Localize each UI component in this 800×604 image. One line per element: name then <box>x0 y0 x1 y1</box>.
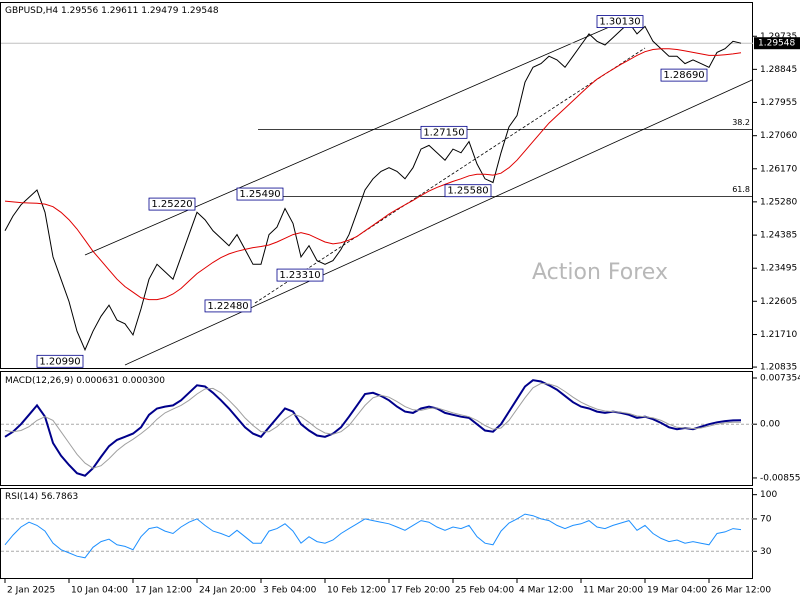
y-tick-label: 1.29735 <box>760 32 797 42</box>
y-tick-label: 100 <box>760 490 777 500</box>
price-label: 1.23310 <box>279 270 320 281</box>
y-tick-label: 1.28845 <box>760 65 797 75</box>
rsi-title: RSI(14) <box>5 492 38 502</box>
x-tick-label: 17 Jan 12:00 <box>135 586 192 596</box>
price-panel <box>0 2 753 369</box>
y-tick-label: 30 <box>760 547 772 557</box>
channel-upper <box>84 17 631 256</box>
rsi-value: 56.7863 <box>41 492 78 502</box>
price-label-box <box>276 268 324 282</box>
series-line <box>4 513 742 559</box>
y-tick-label: 0.00 <box>760 420 780 430</box>
macd-title: MACD(12,26,9) <box>5 376 73 386</box>
rsi-header: RSI(14) 56.7863 <box>5 492 78 502</box>
price-header: GBPUSD,H4 1.29556 1.29611 1.29479 1.2954… <box>5 6 219 16</box>
price-label: 1.20990 <box>39 356 80 367</box>
channel-mid <box>254 47 646 304</box>
symbol: GBPUSD,H4 <box>5 6 58 16</box>
price-label: 1.28690 <box>663 70 704 81</box>
x-tick-label: 25 Feb 04:00 <box>455 586 514 596</box>
y-tick-label: 1.26170 <box>760 164 797 174</box>
watermark: Action Forex <box>532 260 668 285</box>
plot-layer: 1.29735 1.28845 1.27955 1.27060 1.26170 1.252… <box>1 15 800 596</box>
x-tick-label: 17 Feb 20:00 <box>391 586 450 596</box>
y-tick-label: 1.20835 <box>760 363 797 373</box>
low: 1.29479 <box>141 6 178 16</box>
price-label: 1.25220 <box>151 199 192 210</box>
last-price-box <box>754 37 800 50</box>
price-label-box <box>36 354 84 368</box>
y-tick-label: 1.27060 <box>760 131 797 141</box>
price-label-box <box>596 15 644 28</box>
price-label: 1.30130 <box>599 17 640 28</box>
price-label-box <box>444 184 492 198</box>
y-tick-label: 1.21710 <box>760 330 797 340</box>
channel-lower <box>124 79 753 366</box>
price-label-box <box>148 197 196 211</box>
y-tick-label: 1.23495 <box>760 264 797 274</box>
macd-panel <box>0 371 753 486</box>
high: 1.29611 <box>101 6 138 16</box>
y-tick-label: 1.22605 <box>760 297 797 307</box>
x-tick-label: 10 Jan 04:00 <box>71 586 128 596</box>
x-tick-label: 26 Mar 12:00 <box>711 586 771 596</box>
y-tick-label: 1.27955 <box>760 98 797 108</box>
macd-header: MACD(12,26,9) 0.000631 0.000300 <box>5 376 165 386</box>
y-tick-label: 1.24385 <box>760 231 797 241</box>
fib-label: 61.8 <box>732 185 750 194</box>
close: 1.29548 <box>181 6 218 16</box>
price-label: 1.27150 <box>423 127 464 138</box>
price-label-box <box>660 68 708 82</box>
rsi-panel <box>0 488 753 579</box>
y-tick-label: 70 <box>760 514 772 524</box>
x-tick-label: 4 Mar 12:00 <box>519 586 574 596</box>
price-label-box <box>204 299 252 313</box>
price-label-box <box>236 187 284 201</box>
x-tick-label: 3 Feb 04:00 <box>263 586 317 596</box>
signal-value: 0.000300 <box>122 376 165 386</box>
series-line <box>4 21 742 352</box>
y-tick-label: -0.008558 <box>760 473 800 483</box>
series-line <box>4 382 741 469</box>
last-price-label: 1.29548 <box>758 39 795 49</box>
price-label-box <box>420 125 468 139</box>
y-tick-label: 1.25280 <box>760 197 797 207</box>
y-tick-label: 0.007354 <box>760 374 800 384</box>
x-tick-label: 2 Jan 2025 <box>7 586 55 596</box>
x-tick-label: 11 Mar 20:00 <box>583 586 643 596</box>
series-line <box>4 48 742 301</box>
open: 1.29556 <box>61 6 98 16</box>
x-tick-label: 24 Jan 20:00 <box>199 586 256 596</box>
price-label: 1.22480 <box>207 301 248 312</box>
fib-label: 38.2 <box>732 118 750 127</box>
x-tick-label: 19 Mar 04:00 <box>647 586 707 596</box>
macd-value: 0.000631 <box>76 376 119 386</box>
x-tick-label: 10 Feb 12:00 <box>327 586 386 596</box>
price-label: 1.25490 <box>239 189 280 200</box>
price-label: 1.25580 <box>447 186 488 197</box>
